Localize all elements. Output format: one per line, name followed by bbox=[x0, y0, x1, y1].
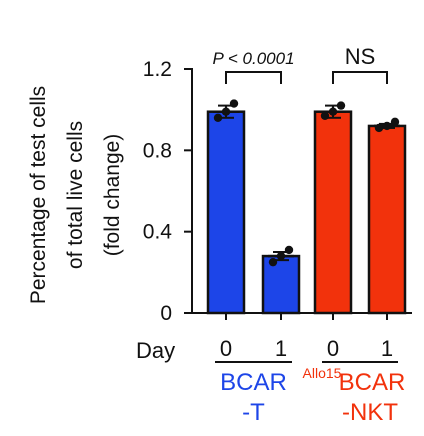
group-label-line-1: BCAR bbox=[339, 369, 406, 396]
significance-bracket bbox=[332, 71, 388, 84]
data-point bbox=[320, 111, 330, 120]
x-tick-label: 1 bbox=[275, 336, 287, 361]
data-point bbox=[276, 251, 286, 261]
annotations: P < 0.0001 NS bbox=[212, 44, 388, 84]
y-axis-label-line-2: of total live cells bbox=[64, 121, 87, 269]
data-point bbox=[229, 99, 239, 108]
y-tick-label: 1.2 bbox=[143, 58, 172, 81]
x-tick-label: 0 bbox=[327, 336, 339, 361]
data-point bbox=[284, 245, 294, 255]
significance-label: NS bbox=[345, 44, 376, 69]
data-point bbox=[390, 117, 400, 127]
significance-label: P < 0.0001 bbox=[212, 49, 294, 68]
bars bbox=[206, 99, 407, 315]
data-point bbox=[268, 257, 278, 267]
group-label-line-1: BCAR bbox=[220, 369, 287, 396]
axes: 0 0.4 0.8 1.2 0 1 0 1 bbox=[143, 58, 412, 361]
y-axis-label: Percentage of test cells of total live c… bbox=[27, 86, 124, 304]
x-axis: Day bbox=[136, 338, 175, 363]
bar bbox=[313, 110, 353, 315]
bar bbox=[261, 254, 301, 315]
y-tick-label: 0.8 bbox=[143, 139, 172, 162]
group-label-line-2: -T bbox=[242, 399, 265, 426]
significance-bracket bbox=[225, 71, 282, 84]
y-tick-label: 0.4 bbox=[143, 221, 173, 244]
bar bbox=[206, 110, 246, 315]
group-label-superscript: Allo15 bbox=[303, 365, 342, 381]
group-label-line-2: -NKT bbox=[342, 399, 398, 426]
y-axis-label-line-3: (fold change) bbox=[101, 134, 124, 257]
data-point bbox=[221, 107, 231, 116]
x-axis-label: Day bbox=[136, 338, 175, 363]
y-axis-label-line-1: Percentage of test cells bbox=[27, 86, 50, 304]
x-tick-label: 1 bbox=[381, 336, 393, 361]
data-point bbox=[328, 107, 338, 116]
data-point bbox=[374, 123, 384, 133]
y-tick-label: 0 bbox=[160, 302, 172, 325]
data-point bbox=[382, 121, 392, 131]
x-tick-label: 0 bbox=[220, 336, 232, 361]
data-point bbox=[336, 101, 346, 110]
data-point bbox=[213, 113, 223, 123]
bar bbox=[367, 124, 407, 315]
